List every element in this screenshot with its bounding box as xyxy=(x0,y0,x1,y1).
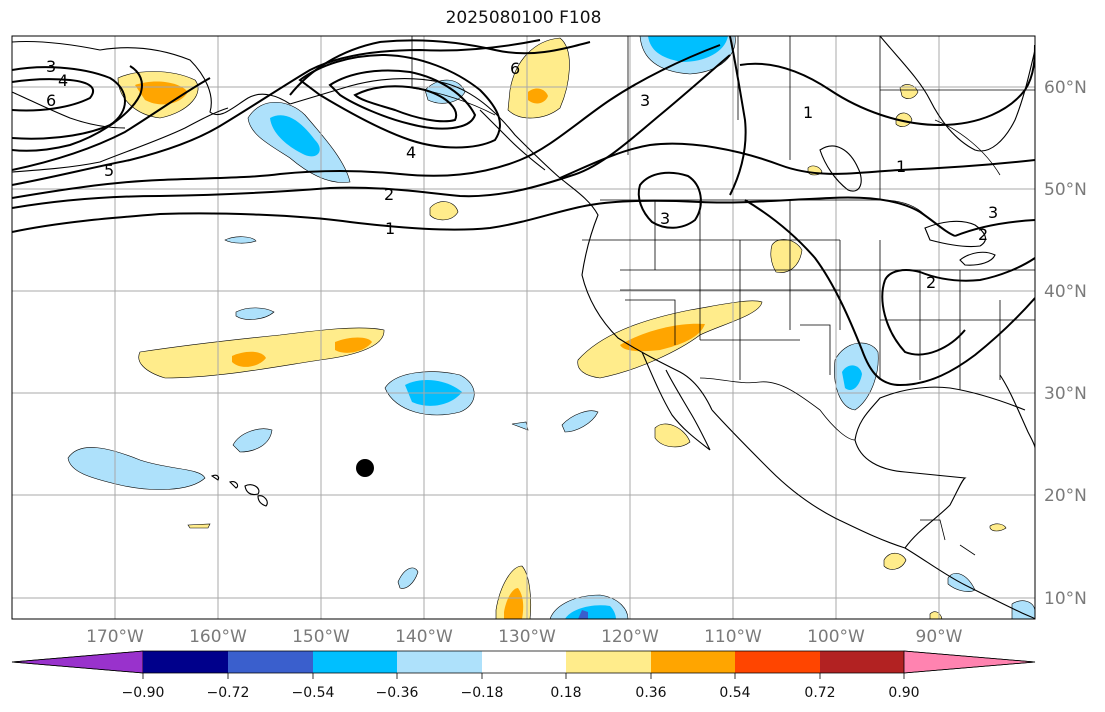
lon-label: 150°W xyxy=(292,627,350,647)
shade-south-neg-deep xyxy=(578,610,588,619)
political-borders xyxy=(411,36,1035,556)
contour-lines xyxy=(12,36,1035,387)
contour-label: 4 xyxy=(406,143,416,162)
contour-label: 5 xyxy=(104,161,114,180)
shade-small-pos-d xyxy=(895,112,913,127)
lat-label: 20°N xyxy=(1044,486,1087,506)
colorbar-segment xyxy=(566,651,651,673)
anomaly-shading xyxy=(67,36,1035,619)
lon-label: 100°W xyxy=(807,627,865,647)
shade-small-pos-g xyxy=(187,523,211,529)
shade-yukon-pos-core xyxy=(528,88,548,104)
shade-small-neg-g xyxy=(1011,600,1035,619)
contour-label: 3 xyxy=(988,203,998,222)
shade-sw-us-pos-core xyxy=(620,323,705,352)
shade-hudson-neg-core xyxy=(648,36,728,62)
colorbar-segment xyxy=(651,651,735,673)
colorbar-tick-label: −0.36 xyxy=(376,685,419,701)
colorbar-tick-label: −0.90 xyxy=(122,685,165,701)
shade-hawaii-neg-a xyxy=(67,447,206,490)
colorbar-segment xyxy=(820,651,904,673)
shade-pacific-band-core-b xyxy=(335,337,372,353)
shade-south-pos-core xyxy=(504,588,524,619)
colorbar-tick-label: 0.36 xyxy=(635,685,666,701)
colorbar-segment xyxy=(482,651,566,673)
shade-pacific-band-pos xyxy=(138,327,385,379)
shade-gulf-alaska-neg-core xyxy=(270,115,320,157)
latitude-labels: 60°N 50°N 40°N 30°N 20°N 10°N xyxy=(1044,78,1087,609)
lon-label: 140°W xyxy=(395,627,453,647)
shade-texas-neg-core xyxy=(842,365,862,391)
shade-baja-pos xyxy=(654,423,691,448)
colorbar-max-extend xyxy=(903,650,1036,674)
lat-label: 50°N xyxy=(1044,180,1087,200)
shade-small-pos-a xyxy=(429,201,459,221)
contour-label: 1 xyxy=(803,103,813,122)
shade-small-pos-b xyxy=(883,552,907,570)
colorbar-tick-label: 0.18 xyxy=(550,685,581,701)
colorbar-tick-label: −0.54 xyxy=(292,685,335,701)
shade-small-neg-e xyxy=(397,567,419,589)
colorbar-tick-label: 0.54 xyxy=(719,685,750,701)
shade-pacific-band-core-a xyxy=(232,351,266,367)
contour-label: 1 xyxy=(896,157,906,176)
colorbar-tick-label: 0.72 xyxy=(804,685,835,701)
colorbar-tick-label: −0.72 xyxy=(207,685,250,701)
shade-small-neg-a xyxy=(224,236,257,244)
lon-label: 110°W xyxy=(704,627,762,647)
lat-label: 40°N xyxy=(1044,282,1087,302)
lon-label: 170°W xyxy=(86,627,144,647)
colorbar-tick-label: −0.18 xyxy=(461,685,504,701)
lat-label: 30°N xyxy=(1044,384,1087,404)
colorbar-segment xyxy=(143,651,228,673)
shade-small-pos-c xyxy=(899,84,919,99)
contour-label: 2 xyxy=(384,185,394,204)
lon-label: 130°W xyxy=(498,627,556,647)
contour-label: 3 xyxy=(46,57,56,76)
shade-small-neg-b xyxy=(235,307,275,320)
colorbar-segment xyxy=(228,651,313,673)
coastlines xyxy=(12,36,1035,619)
shade-small-pos-f xyxy=(989,523,1007,532)
chart-title: 2025080100 F108 xyxy=(445,8,602,28)
storm-position-dot xyxy=(356,459,374,477)
lon-label: 90°W xyxy=(916,627,963,647)
lon-label: 120°W xyxy=(601,627,659,647)
colorbar-segment xyxy=(313,651,397,673)
contour-label: 6 xyxy=(46,91,56,110)
contour-label: 2 xyxy=(978,225,988,244)
contour-label: 4 xyxy=(58,71,68,90)
colorbar-min-extend xyxy=(11,650,144,674)
contour-labels: 1 1 1 2 2 2 3 3 3 3 4 4 5 6 6 xyxy=(46,57,998,292)
shade-hawaii-neg-b xyxy=(232,428,273,453)
longitude-labels: 170°W 160°W 150°W 140°W 130°W 120°W 110°… xyxy=(86,627,963,647)
colorbar-segment xyxy=(735,651,820,673)
map-panel: 1 1 1 2 2 2 3 3 3 3 4 4 5 6 6 xyxy=(11,35,1036,620)
contour-label: 1 xyxy=(385,219,395,238)
colorbar: −0.90 −0.72 −0.54 −0.36 −0.18 0.18 0.36 … xyxy=(11,650,1036,701)
lat-label: 10°N xyxy=(1044,589,1087,609)
lon-label: 160°W xyxy=(189,627,247,647)
contour-label: 3 xyxy=(640,91,650,110)
shade-south-neg-core xyxy=(565,605,616,619)
contour-label: 3 xyxy=(660,209,670,228)
colorbar-segment xyxy=(397,651,482,673)
shade-yukon-pos xyxy=(507,37,570,119)
contour-label: 6 xyxy=(510,59,520,78)
colorbar-tick-label: 0.90 xyxy=(888,685,919,701)
lat-label: 60°N xyxy=(1044,78,1087,98)
contour-label: 2 xyxy=(926,273,936,292)
shade-small-neg-c xyxy=(561,410,599,433)
